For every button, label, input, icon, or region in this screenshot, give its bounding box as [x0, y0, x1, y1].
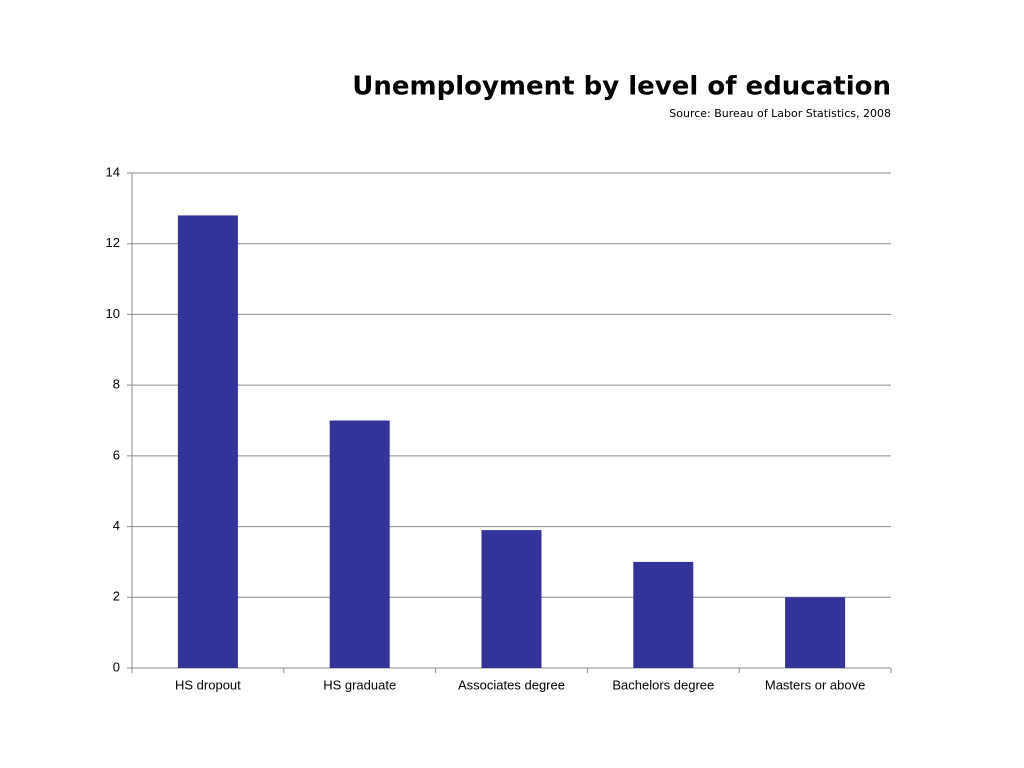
y-tick-label: 4 [113, 518, 120, 533]
y-tick-label: 8 [113, 377, 120, 392]
chart-title: Unemployment by level of education [352, 72, 891, 102]
x-tick-label: Masters or above [765, 677, 865, 692]
x-tick-label: Bachelors degree [612, 677, 714, 692]
x-tick-label: HS graduate [323, 677, 396, 692]
bar [633, 561, 694, 668]
chart-subtitle: Source: Bureau of Labor Statistics, 2008 [669, 107, 891, 120]
y-tick-label: 2 [113, 589, 120, 604]
bar [481, 530, 542, 668]
bar [177, 215, 238, 668]
bar [329, 420, 390, 668]
y-tick-label: 12 [106, 235, 120, 250]
y-tick-label: 14 [106, 164, 120, 179]
x-tick-label: HS dropout [175, 677, 241, 692]
y-tick-label: 6 [113, 447, 120, 462]
x-tick-label: Associates degree [458, 677, 565, 692]
bar [785, 597, 846, 668]
y-tick-label: 0 [113, 659, 120, 674]
y-tick-label: 10 [106, 306, 120, 321]
